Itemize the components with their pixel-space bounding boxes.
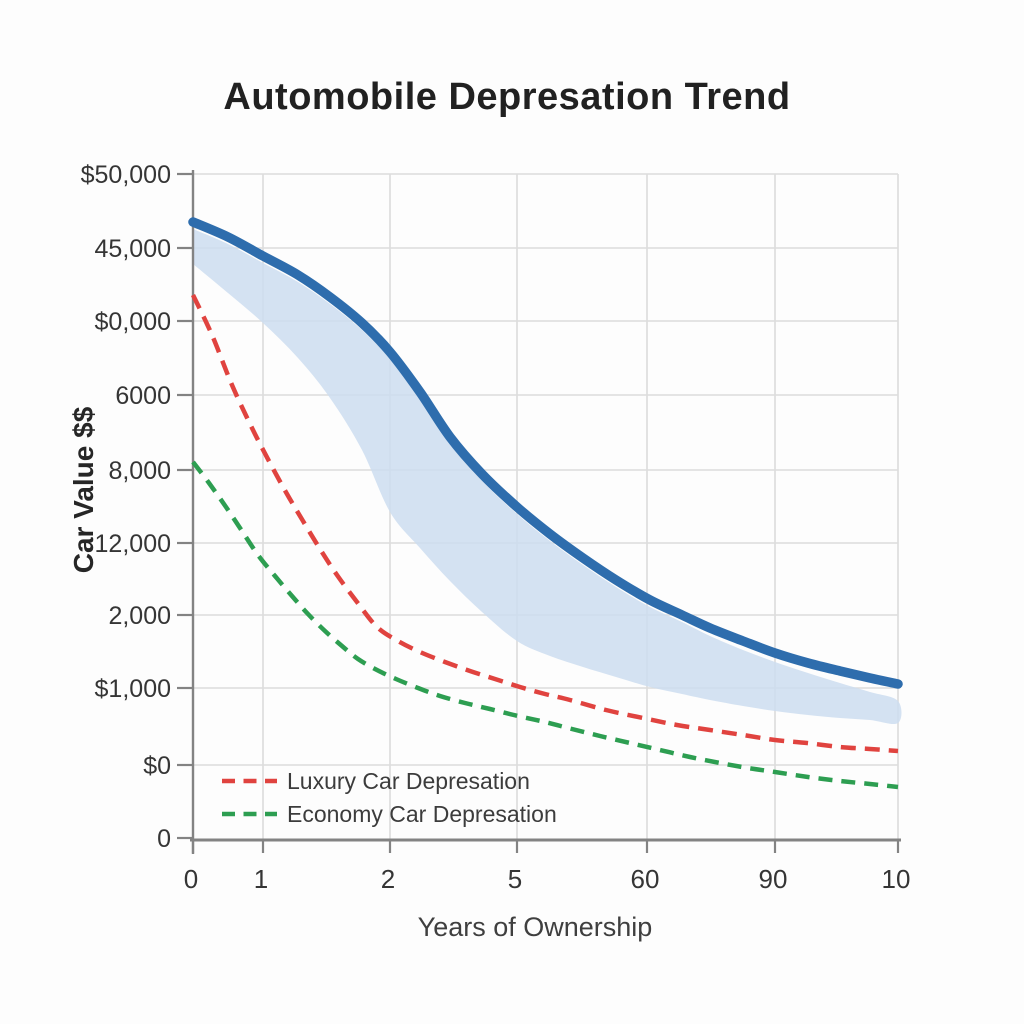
y-axis-title: Car Value $$ (68, 406, 99, 574)
x-tick-label: 90 (759, 864, 788, 894)
x-tick-label: 1 (254, 864, 268, 894)
y-tick-label: 45,000 (95, 235, 171, 263)
x-tick-label: 0 (184, 864, 198, 894)
legend-item-luxury: Luxury Car Depresation (220, 768, 557, 794)
y-tick-label: 8,000 (108, 457, 171, 485)
x-tick-label: 60 (631, 864, 660, 894)
luxury-depreciation-line (190, 294, 899, 754)
legend: Luxury Car Depresation Economy Car Depre… (220, 768, 557, 827)
y-tick-label: 6000 (115, 382, 171, 410)
legend-label-luxury: Luxury Car Depresation (287, 767, 530, 794)
economy-dash-swatch-icon (222, 811, 277, 817)
y-tick-label: 2,000 (108, 602, 171, 630)
average-value-line (188, 217, 903, 689)
x-axis-title: Years of Ownership (417, 912, 653, 942)
y-tick-label: $1,000 (95, 675, 171, 703)
y-tick-label: $0 (143, 752, 171, 780)
x-tick-label: 10 (882, 864, 911, 894)
y-tick-label: $0,000 (95, 308, 171, 336)
economy-depreciation-line (191, 460, 899, 790)
x-tick-label: 2 (381, 864, 395, 894)
luxury-dash-swatch-icon (222, 778, 277, 784)
y-tick-label: $50,000 (81, 161, 171, 189)
y-tick-label: 12,000 (95, 530, 171, 558)
confidence-band (193, 229, 902, 724)
x-tick-label: 5 (508, 864, 522, 894)
legend-label-economy: Economy Car Depresation (287, 800, 557, 827)
legend-item-economy: Economy Car Depresation (220, 801, 557, 827)
y-tick-label: 0 (157, 825, 171, 853)
chart-title: Automobile Depresation Trend (223, 76, 791, 118)
